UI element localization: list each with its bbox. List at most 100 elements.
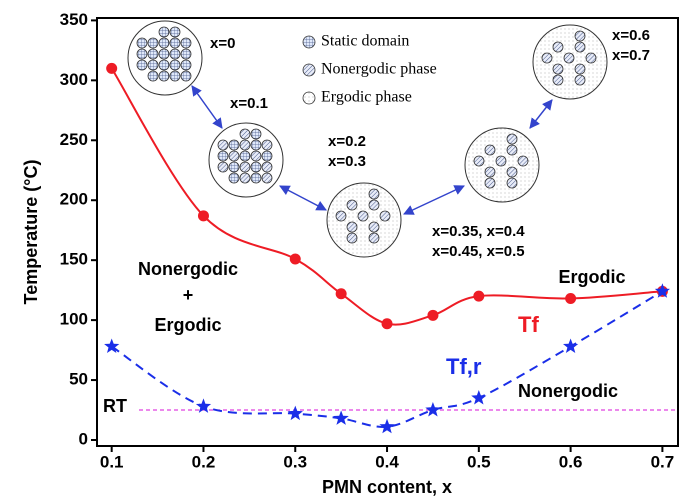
x-axis-label: PMN content, x <box>322 477 452 497</box>
inset-domain <box>137 60 147 70</box>
star-marker <box>334 410 349 425</box>
inset-domain <box>240 129 250 139</box>
region-label: Nonergodic <box>518 381 618 401</box>
inset-domain <box>148 60 158 70</box>
inset-domain <box>148 49 158 59</box>
inset-domain <box>262 140 272 150</box>
inset-label: x=0.1 <box>230 95 268 112</box>
inset-domain <box>240 151 250 161</box>
inset-domain <box>507 134 517 144</box>
inset-label: x=0.6 <box>612 27 650 44</box>
x-tick-label: 0.7 <box>651 452 675 471</box>
inset-domain <box>575 42 585 52</box>
inset-domain <box>251 173 261 183</box>
inset-domain <box>358 211 368 221</box>
circle-marker <box>106 63 117 74</box>
inset-label: x=0.45, x=0.5 <box>432 243 525 260</box>
inset-domain <box>240 140 250 150</box>
inset-domain <box>170 38 180 48</box>
inset-domain <box>485 167 495 177</box>
inset-domain <box>485 145 495 155</box>
inset-domain <box>347 233 357 243</box>
star-marker <box>379 419 394 434</box>
inset-domain <box>553 42 563 52</box>
inset-domain <box>240 173 250 183</box>
inset-domain <box>229 173 239 183</box>
x-tick-label: 0.5 <box>467 452 491 471</box>
inset-label: x=0 <box>210 35 235 52</box>
inset-domain <box>542 53 552 63</box>
inset-domain <box>170 49 180 59</box>
star-marker <box>288 406 303 421</box>
phase-inset <box>465 128 539 202</box>
inset-domain <box>507 145 517 155</box>
inset-domain <box>229 140 239 150</box>
inset-domain <box>347 200 357 210</box>
inset-domain <box>251 129 261 139</box>
inset-domain <box>159 27 169 37</box>
inset-domain <box>507 178 517 188</box>
inset-domain <box>181 60 191 70</box>
inset-domain <box>159 49 169 59</box>
inset-domain <box>218 162 228 172</box>
star-marker <box>425 402 440 417</box>
x-tick-label: 0.1 <box>100 452 124 471</box>
inset-domain <box>369 189 379 199</box>
inset-domain <box>229 151 239 161</box>
inset-domain <box>251 140 261 150</box>
x-tick-label: 0.6 <box>559 452 583 471</box>
inset-domain <box>507 167 517 177</box>
y-axis-label: Temperature (°C) <box>21 160 41 305</box>
inset-domain <box>496 156 506 166</box>
legend-symbol <box>303 64 315 76</box>
inset-domain <box>159 60 169 70</box>
circle-marker <box>336 288 347 299</box>
series-label: Tf <box>518 312 539 337</box>
inset-label: x=0.3 <box>328 153 366 170</box>
region-label: Nonergodic <box>138 259 238 279</box>
inset-domain <box>586 53 596 63</box>
inset-domain <box>518 156 528 166</box>
inset-domain <box>137 49 147 59</box>
inset-domain <box>369 222 379 232</box>
legend-symbol <box>303 36 315 48</box>
region-label: + <box>183 285 194 305</box>
circle-marker <box>427 310 438 321</box>
inset-domain <box>369 233 379 243</box>
inset-domain <box>181 71 191 81</box>
y-tick-label: 200 <box>60 190 88 209</box>
phase-inset <box>209 123 283 197</box>
legend-label: Ergodic phase <box>321 89 412 106</box>
star-marker <box>563 339 578 354</box>
inset-domain <box>575 75 585 85</box>
inset-domain <box>575 31 585 41</box>
inset-domain <box>347 222 357 232</box>
circle-marker <box>565 293 576 304</box>
inset-domain <box>159 38 169 48</box>
inset-domain <box>262 173 272 183</box>
inset-domain <box>251 151 261 161</box>
inset-domain <box>474 156 484 166</box>
x-tick-label: 0.2 <box>192 452 216 471</box>
inset-domain <box>218 151 228 161</box>
inset-domain <box>218 140 228 150</box>
circle-marker <box>382 318 393 329</box>
phase-inset <box>128 21 202 95</box>
inset-domain <box>336 211 346 221</box>
region-label: Ergodic <box>154 315 221 335</box>
inset-domain <box>240 162 250 172</box>
inset-domain <box>229 162 239 172</box>
inset-domain <box>369 200 379 210</box>
inset-label: x=0.35, x=0.4 <box>432 223 525 240</box>
inset-domain <box>137 38 147 48</box>
region-label: Ergodic <box>558 267 625 287</box>
inset-domain <box>553 64 563 74</box>
chart: Temperature (°C) PMN content, x 05010015… <box>0 0 692 504</box>
inset-domain <box>148 71 158 81</box>
inset-domain <box>181 49 191 59</box>
inset-domain <box>170 60 180 70</box>
inset-label: x=0.7 <box>612 47 650 64</box>
star-marker <box>471 390 486 405</box>
circle-marker <box>290 253 301 264</box>
y-tick-label: 350 <box>60 10 88 29</box>
